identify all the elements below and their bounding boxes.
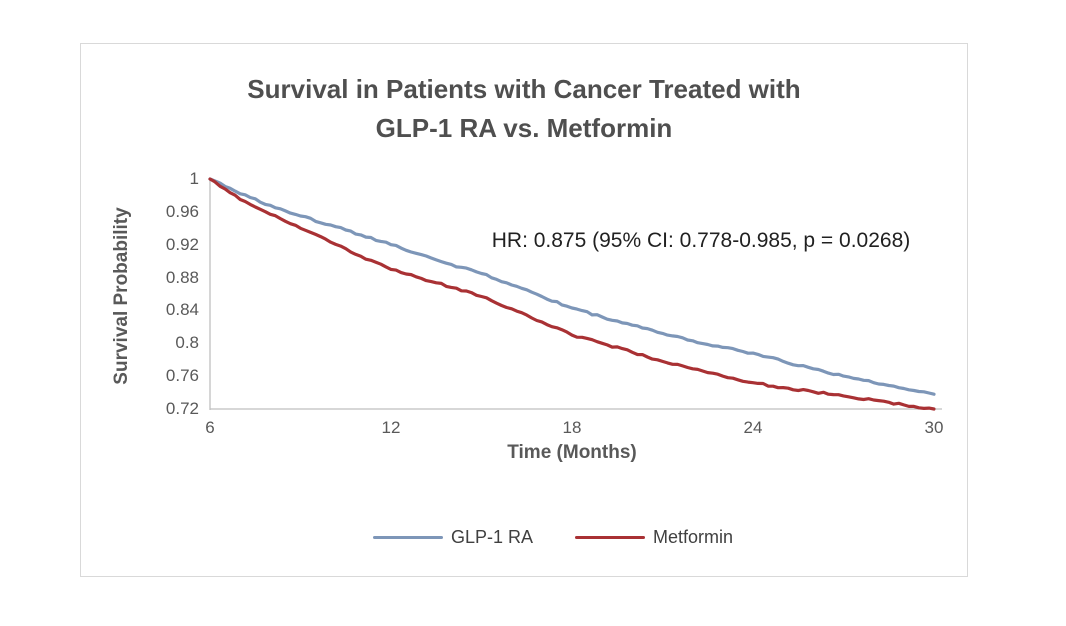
y-tick-label: 0.92 [165,234,199,254]
series-line-glp-1-ra [208,177,936,396]
chart-title-line-2: GLP-1 RA vs. Metformin [375,113,673,143]
chart-card: Survival in Patients with Cancer Treated… [80,43,968,577]
y-tick-label: 0.76 [165,366,199,386]
legend: GLP-1 RA Metformin [81,527,967,548]
chart-title: Survival in Patients with Cancer Treated… [81,70,967,148]
legend-item-glp1: GLP-1 RA [372,527,533,548]
x-tick-label: 30 [924,418,944,437]
y-tick-label: 0.84 [165,300,199,320]
chart-title-line-1: Survival in Patients with Cancer Treated… [247,74,801,104]
metformin-line-swatch [575,536,645,539]
x-tick-label: 18 [562,418,582,437]
y-tick-label: 1 [189,169,199,188]
y-tick-label: 0.72 [165,399,199,418]
legend-label-metformin: Metformin [653,527,734,547]
plot-area [208,177,942,411]
legend-item-metformin: Metformin [575,527,733,548]
x-tick-label: 24 [743,418,763,437]
y-tick-label: 0.96 [165,201,199,221]
series-line-metformin [208,177,936,411]
x-tick-label: 6 [205,418,215,437]
y-tick-label: 0.8 [175,333,199,353]
hr-annotation: HR: 0.875 (95% CI: 0.778-0.985, p = 0.02… [491,229,911,252]
glp1-line-swatch [372,536,443,539]
x-axis-title: Time (Months) [507,442,637,463]
y-tick-label: 0.88 [165,267,199,287]
legend-label-glp1: GLP-1 RA [450,527,533,547]
x-tick-label: 12 [381,418,401,437]
